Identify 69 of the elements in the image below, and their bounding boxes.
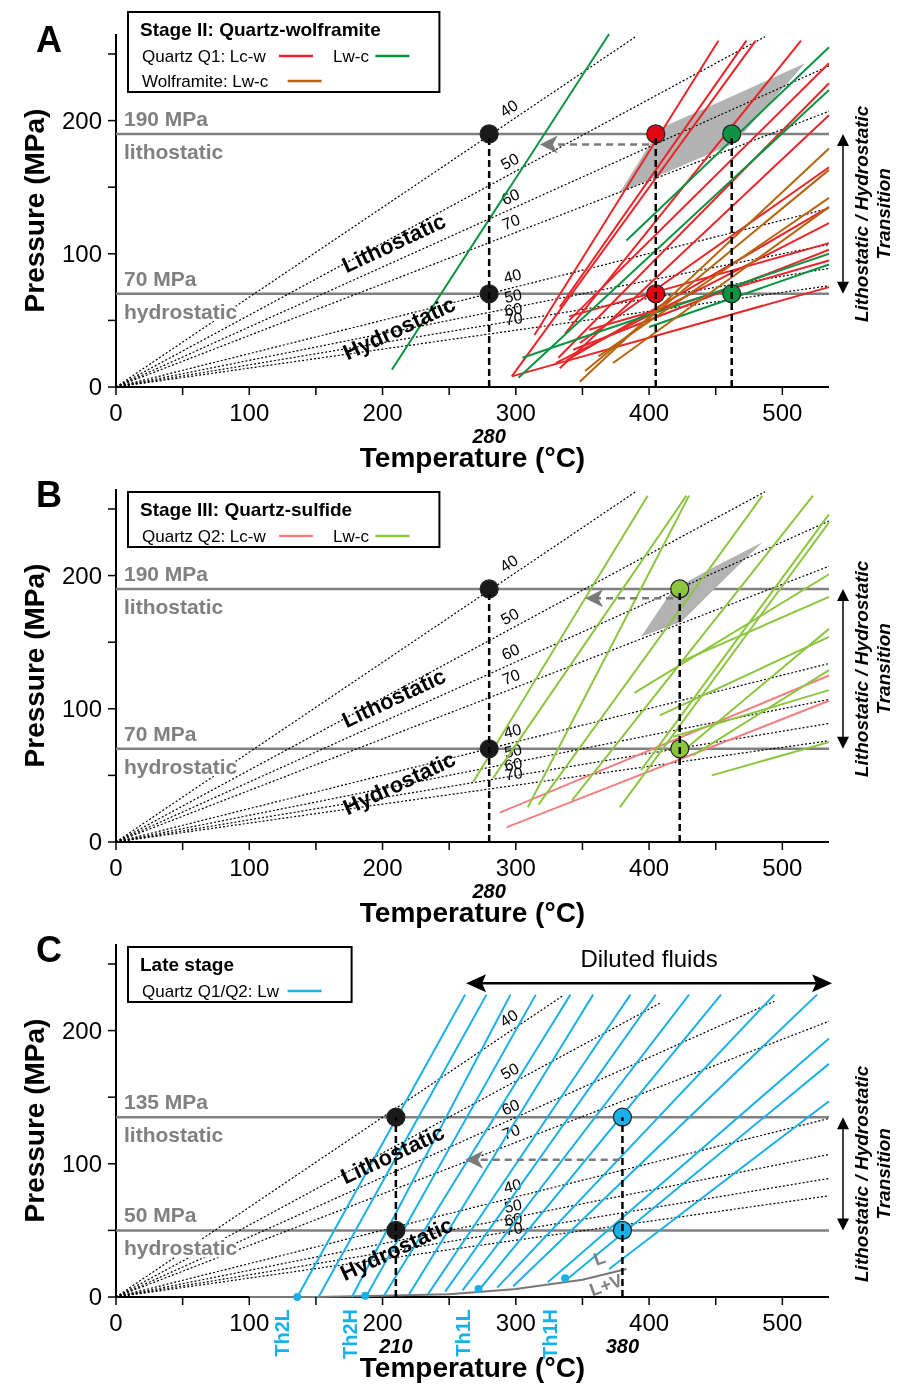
y-tick-label: 200 [61, 106, 102, 134]
x-tick-label: 0 [109, 854, 123, 881]
text: 60 [498, 185, 523, 209]
chart-title: A [36, 19, 62, 60]
text: 60 [498, 1095, 523, 1119]
text: 50 [497, 1059, 522, 1083]
x-tick-label: 200 [362, 854, 403, 881]
x-tick-label: 300 [495, 399, 536, 426]
y-axis-title: Pressure (MPa) [19, 563, 50, 768]
legend-label: Lw-c [333, 47, 370, 66]
text: 210 [378, 1335, 413, 1357]
y-tick-label: 0 [88, 828, 102, 855]
text: Th2L [271, 1309, 294, 1357]
legend-label: Quartz Q1: Lc-w [142, 47, 267, 66]
x-tick-label: 400 [629, 399, 670, 426]
x-tick-label: 100 [229, 854, 270, 881]
text: Lithostatic / Hydrostatic Transition [851, 560, 894, 778]
x-tick-label: 100 [229, 399, 270, 426]
x-tick-label: 500 [762, 854, 803, 881]
chart-title: C [36, 929, 62, 970]
legend-label: Lw-c [333, 527, 370, 546]
text: 50 [497, 149, 522, 174]
annotation: L+V [586, 1270, 626, 1301]
annotation: Diluted fluids [580, 945, 718, 973]
text: 60 [498, 640, 523, 664]
y-tick-label: 200 [61, 1016, 102, 1044]
text: 70 [499, 665, 523, 688]
x-tick-label: 500 [762, 399, 803, 426]
x-tick-label: 300 [495, 1309, 536, 1336]
text: Th2H [339, 1309, 362, 1359]
legend-label: Quartz Q1/Q2: Lw [142, 982, 280, 1001]
x-tick-label: 100 [229, 1309, 270, 1336]
annotation: L [590, 1247, 608, 1270]
text: 70 [499, 210, 523, 233]
text: 40 [496, 96, 522, 121]
y-tick-label: 0 [88, 373, 102, 400]
y-axis-title: Pressure (MPa) [19, 1018, 50, 1223]
text: Th1L [452, 1309, 475, 1357]
x-tick-label: 200 [362, 1309, 403, 1336]
y-tick-label: 100 [61, 694, 102, 722]
ref-line-label: 135 MPa lithostatic [124, 1090, 224, 1147]
ref-line-label: 190 MPa lithostatic [124, 106, 224, 163]
text: 40 [501, 265, 524, 287]
text: 380 [605, 1335, 640, 1357]
text: Lithostatic / Hydrostatic Transition [851, 105, 894, 323]
chart-title: B [36, 474, 62, 515]
y-tick-label: 0 [88, 1283, 102, 1310]
legend-label: Quartz Q2: Lc-w [142, 527, 267, 546]
x-tick-label: 200 [362, 399, 403, 426]
text: 50 [497, 604, 522, 629]
legend-title: Stage III: Quartz-sulfide [140, 499, 353, 520]
y-tick-label: 100 [61, 1149, 102, 1177]
text: 40 [501, 720, 524, 742]
ref-line-label: 190 MPa lithostatic [124, 561, 224, 618]
x-tick-label: 500 [762, 1309, 803, 1336]
x-tick-label: 0 [109, 399, 123, 426]
y-tick-label: 200 [61, 561, 102, 589]
x-tick-label: 400 [629, 1309, 670, 1336]
y-tick-label: 100 [61, 239, 102, 267]
text: Lithostatic / Hydrostatic Transition [851, 1065, 894, 1282]
x-tick-label: 300 [495, 854, 536, 881]
x-tick-label: 400 [629, 854, 670, 881]
text: 40 [496, 1006, 522, 1031]
text: 40 [496, 551, 522, 576]
legend-title: Stage II: Quartz-wolframite [140, 19, 381, 40]
legend-label: Wolframite: Lw-c [142, 72, 269, 91]
x-tick-label: 0 [109, 1309, 123, 1336]
legend-title: Late stage [140, 954, 234, 975]
y-axis-title: Pressure (MPa) [19, 108, 50, 313]
